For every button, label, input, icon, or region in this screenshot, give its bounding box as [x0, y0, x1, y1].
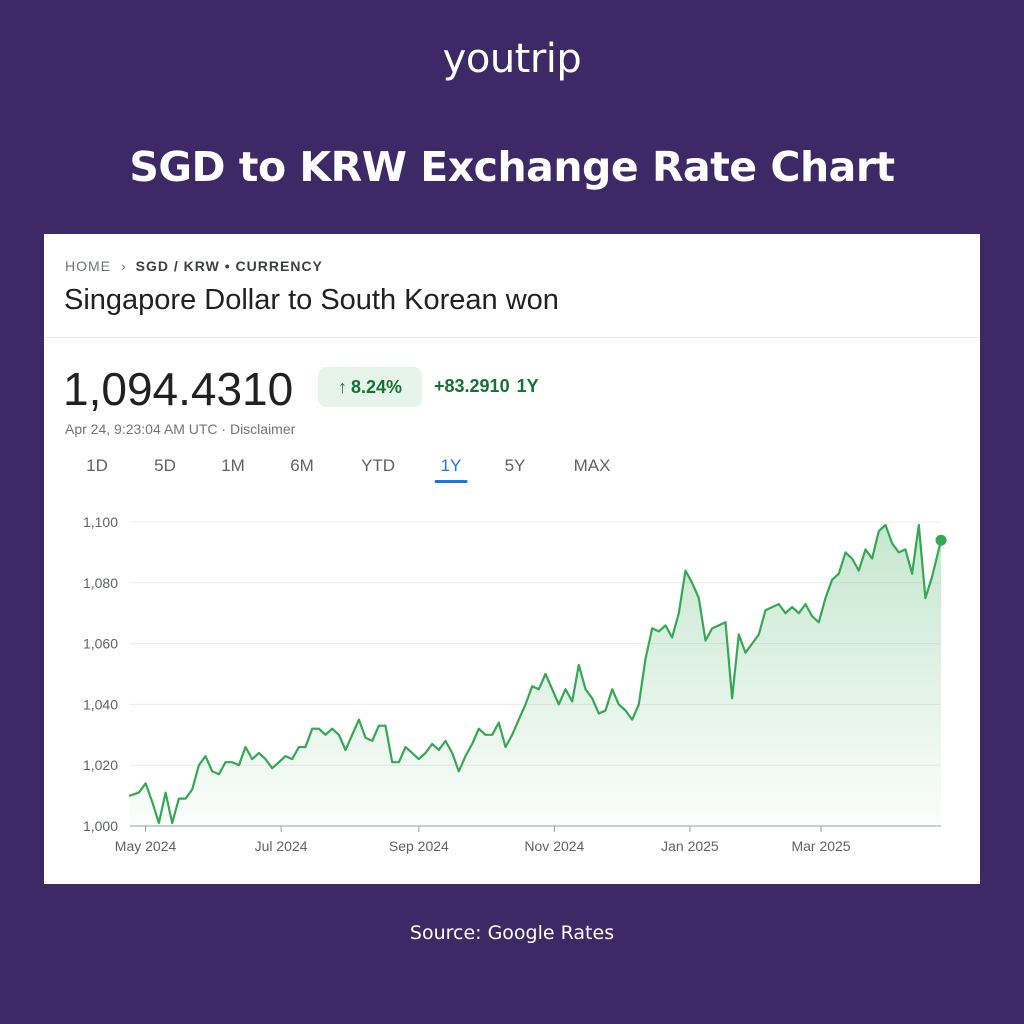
tab-ytd[interactable]: YTD — [361, 456, 395, 475]
change-percent-badge: ↑ 8.24% — [318, 367, 422, 407]
change-period: 1Y — [516, 376, 539, 396]
tab-6m[interactable]: 6M — [290, 456, 314, 475]
breadcrumb-home[interactable]: HOME — [65, 258, 111, 274]
header-divider — [44, 337, 980, 338]
x-tick-label: Jul 2024 — [255, 838, 308, 854]
change-percent: 8.24% — [350, 376, 403, 397]
series-line — [128, 523, 943, 825]
tab-max[interactable]: MAX — [573, 456, 611, 475]
rate-card: HOME › SGD / KRW • CURRENCY Singapore Do… — [44, 234, 980, 884]
x-tick-label: Mar 2025 — [791, 838, 850, 854]
pair-title: Singapore Dollar to South Korean won — [64, 284, 559, 316]
x-tick-label: May 2024 — [115, 838, 177, 854]
current-price: 1,094.4310 — [63, 363, 294, 415]
range-tabs: 1D 5D 1M 6M YTD 1Y 5Y MAX — [44, 456, 744, 486]
x-tick-label: Nov 2024 — [524, 838, 584, 854]
y-tick-label: 1,080 — [83, 575, 118, 591]
tab-1m[interactable]: 1M — [221, 456, 245, 475]
change-absolute-value: +83.2910 — [434, 376, 510, 396]
series-area — [130, 525, 941, 826]
youtrip-logo: youtrip — [442, 36, 582, 82]
y-tick-label: 1,100 — [83, 514, 118, 530]
latest-point-marker — [935, 534, 947, 546]
y-tick-label: 1,060 — [83, 636, 118, 652]
page-headline: SGD to KRW Exchange Rate Chart — [129, 143, 895, 191]
source-note: Source: Google Rates — [409, 922, 615, 944]
timestamp-disclaimer[interactable]: Apr 24, 9:23:04 AM UTC · Disclaimer — [65, 421, 296, 437]
exchange-rate-chart: 1,000 1,020 1,040 1,060 1,080 1,100 May 2024 Ju… — [83, 514, 947, 854]
tab-5y[interactable]: 5Y — [504, 456, 526, 475]
arrow-up-icon: ↑ — [337, 376, 347, 397]
y-tick-label: 1,000 — [83, 818, 118, 834]
change-absolute: +83.2910 1Y — [434, 376, 539, 397]
chevron-right-icon: › — [121, 258, 127, 274]
tab-1d[interactable]: 1D — [86, 456, 108, 475]
y-tick-label: 1,020 — [83, 757, 118, 773]
x-tick-label: Sep 2024 — [389, 838, 449, 854]
tab-5d[interactable]: 5D — [154, 456, 176, 475]
y-tick-label: 1,040 — [83, 696, 118, 712]
breadcrumb-current: SGD / KRW • CURRENCY — [135, 258, 323, 274]
x-tick-label: Jan 2025 — [661, 838, 719, 854]
breadcrumb: HOME › SGD / KRW • CURRENCY — [65, 258, 323, 274]
tab-1y[interactable]: 1Y — [434, 456, 468, 483]
